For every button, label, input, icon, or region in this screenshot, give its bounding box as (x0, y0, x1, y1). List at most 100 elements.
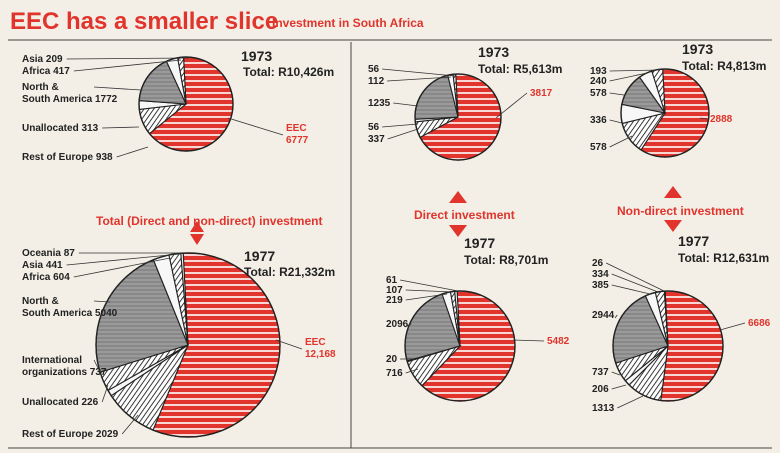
pie-year: 1977 (464, 235, 495, 251)
leader-line (393, 102, 419, 107)
leader-line (605, 262, 665, 292)
slice-value-label: 193 (590, 66, 607, 77)
slice-label: organizations 737 (22, 367, 107, 378)
pie-outline (414, 73, 502, 161)
pie-total: Total: R12,631m (678, 251, 769, 265)
slice-label: EEC (305, 337, 326, 348)
slice-label: Rest of Europe 938 (22, 152, 113, 163)
slice-label: Asia 441 (22, 260, 63, 271)
slice-value-label: 2944 (592, 310, 615, 321)
slice-label: Oceania 87 (22, 248, 75, 259)
leader-line (101, 384, 109, 403)
leader-line (617, 395, 644, 409)
leader-line (699, 117, 708, 120)
leader-line (382, 68, 456, 77)
slice-value-label: 6686 (748, 318, 771, 329)
leader-line (611, 284, 651, 295)
leader-line (275, 339, 303, 350)
leader-line (609, 135, 633, 148)
pie-total: Total: R21,332m (244, 265, 335, 279)
pie-outline (620, 68, 710, 158)
arrow-up-icon (664, 186, 682, 198)
slice-value-label: 61 (386, 275, 398, 286)
leader-line (66, 57, 190, 60)
leader-line (387, 128, 419, 140)
leader-line (404, 323, 412, 328)
slice-value-label: 2888 (710, 114, 733, 125)
slice-value-label: 737 (592, 367, 609, 378)
slice-value-label: 219 (386, 295, 403, 306)
label-total-investment: Total (Direct and non-direct) investment (96, 214, 322, 228)
leader-line (93, 300, 111, 303)
slice-label: North & (22, 296, 59, 307)
leader-line (495, 92, 528, 119)
arrow-down-icon (449, 225, 467, 237)
arrow-down-icon (190, 234, 204, 245)
pie-outline (95, 252, 281, 438)
pie-nondirect-1977: 1977 Total: R12,631m 6686 1313 206 737 2944 385… (592, 233, 771, 414)
slice-value-label: 3817 (530, 88, 553, 99)
slice-value-label: 385 (592, 280, 609, 291)
slice-label: Asia 209 (22, 54, 63, 65)
leader-line (66, 253, 181, 266)
slice-value-label: 1313 (592, 403, 615, 414)
pie-total: Total: R10,426m (243, 65, 334, 79)
slice-label: Africa 417 (22, 66, 70, 77)
pie-total: Total: R4,813m (682, 59, 766, 73)
leader-line (512, 339, 545, 342)
slice-value-label: 56 (368, 64, 380, 75)
slice-value-label: 336 (590, 115, 607, 126)
label-direct-investment: Direct investment (414, 208, 515, 222)
slice-label: Unallocated 226 (22, 397, 99, 408)
pie-year: 1973 (682, 41, 713, 57)
pie-outline (138, 56, 234, 152)
label-nondirect-investment: Non-direct investment (617, 204, 744, 218)
leader-line (405, 289, 454, 293)
pie-total: Total: R8,701m (464, 253, 548, 267)
slice-value-label: 578 (590, 142, 607, 153)
leader-line (611, 371, 621, 376)
pie-total: Total: R5,613m (478, 62, 562, 76)
slice-label: International (22, 355, 82, 366)
slice-value-label: 5482 (547, 336, 570, 347)
chart-subtitle: Investment in South Africa (272, 16, 424, 30)
leader-line (609, 72, 648, 82)
slice-value-label: 578 (590, 88, 607, 99)
leader-line (387, 76, 452, 82)
slice-value-label: 337 (368, 134, 385, 145)
arrow-down-icon (664, 220, 682, 232)
leader-line (382, 123, 419, 128)
slice-label: Rest of Europe 2029 (22, 429, 119, 440)
arrow-up-icon (190, 221, 204, 232)
slice-label: South America 5040 (22, 308, 118, 319)
slice-label: Unallocated 313 (22, 123, 99, 134)
slice-label: EEC (286, 123, 307, 134)
slice-value-label: 1235 (368, 98, 391, 109)
slice-value-label: 107 (386, 285, 403, 296)
slice-value-label: 26 (592, 258, 604, 269)
pie-year: 1973 (241, 48, 272, 64)
leader-line (405, 293, 448, 301)
leader-line (73, 257, 171, 278)
leader-line (73, 59, 182, 72)
leader-line (102, 126, 140, 129)
slice-value-label: 206 (592, 384, 609, 395)
pie-slice (660, 290, 724, 402)
leader-line (121, 414, 139, 435)
leader-line (227, 117, 284, 136)
arrow-up-icon (449, 191, 467, 203)
leader-line (609, 119, 623, 124)
leader-line (400, 279, 459, 292)
pie-year: 1977 (678, 233, 709, 249)
slice-label: South America 1772 (22, 94, 118, 105)
leader-line (611, 273, 659, 293)
leader-line (609, 69, 661, 72)
pie-year: 1977 (244, 248, 275, 264)
slice-value-label: 20 (386, 354, 398, 365)
slice-value-label: 6777 (286, 135, 309, 146)
